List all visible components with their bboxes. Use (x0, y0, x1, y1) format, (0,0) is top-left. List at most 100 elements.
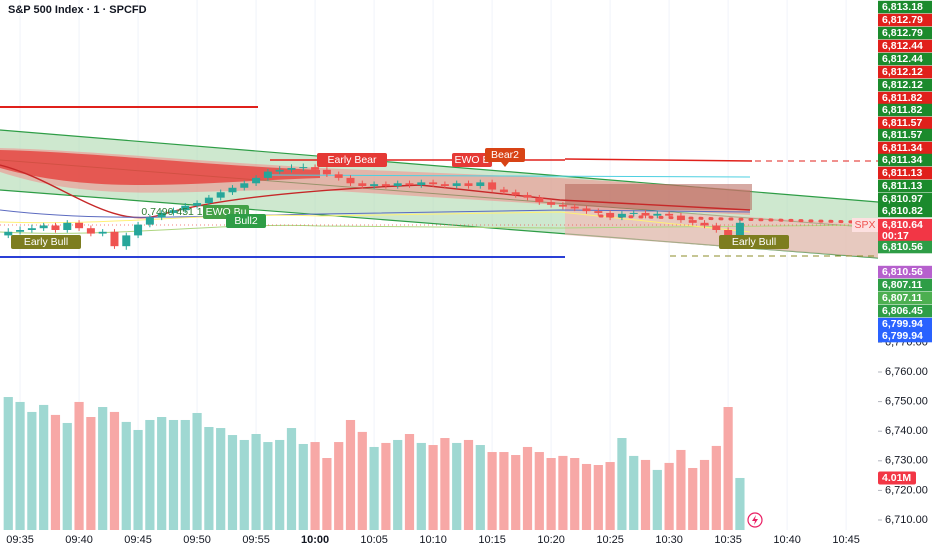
annotation-label: Early Bear (327, 154, 377, 166)
candle-body (476, 182, 485, 186)
volume-bar (475, 445, 485, 530)
band-line (0, 224, 879, 234)
price-tag (878, 128, 932, 142)
price-tag (878, 116, 932, 130)
price-tag (878, 291, 932, 305)
symbol-tag (852, 218, 878, 232)
price-tag (878, 179, 932, 193)
y2-tick-label: 6,730.00 (885, 455, 928, 467)
annotation-box (11, 235, 81, 249)
candle-body (464, 183, 473, 186)
candle-body (547, 202, 556, 205)
price-tag (878, 26, 932, 40)
price-tag (878, 65, 932, 79)
volume-bar (239, 439, 249, 530)
icon-bolt[interactable] (752, 515, 758, 525)
y2-tick-label: 6,710.00 (885, 514, 928, 526)
x-tick-label: 10:20 (537, 534, 565, 546)
annotation-box (485, 148, 525, 162)
volume-tag-label: 4.01M (882, 472, 911, 484)
candle-body (417, 182, 426, 186)
candle-body (511, 192, 520, 195)
candle-body (594, 211, 603, 213)
price-tag-label: 6,810.97 (882, 193, 923, 205)
candle-body (429, 182, 438, 185)
candle-body (322, 169, 331, 175)
candle-body (700, 222, 709, 226)
x-tick-label: 10:25 (596, 534, 624, 546)
annotation-label: Early Bull (24, 236, 68, 248)
volume-bar (522, 446, 533, 530)
volume-bar (723, 407, 733, 530)
volume-bar (699, 459, 710, 530)
candle-body (299, 167, 308, 169)
x-tick-label: 09:50 (183, 534, 211, 546)
price-tag (878, 52, 932, 66)
volume-bar (227, 435, 238, 530)
volume-bar (664, 462, 674, 530)
candle-body (240, 183, 249, 188)
candle-body (641, 212, 650, 216)
candle-body (724, 230, 733, 240)
volume-bar (534, 452, 544, 530)
bear-zone (565, 184, 752, 210)
candle-body (204, 197, 213, 204)
y2-tick-label: 6,750.00 (885, 396, 928, 408)
candle-body (228, 187, 237, 193)
volume-bar (298, 443, 308, 530)
price-tag (878, 265, 932, 279)
price-tag (878, 240, 932, 254)
price-tag (878, 204, 932, 218)
volume-bar (133, 429, 143, 530)
volume-bar (357, 431, 367, 530)
annotation-box (317, 153, 387, 167)
volume-bar (98, 407, 108, 530)
price-tag-label: 6,811.13 (882, 167, 922, 179)
volume-bar (310, 442, 320, 530)
band-line (0, 211, 751, 233)
volume-bar (581, 463, 592, 530)
volume-bar (452, 442, 462, 530)
candle-body (688, 220, 697, 223)
price-tag-label: 6,807.11 (882, 279, 922, 291)
y2-tick-label: 6,740.00 (885, 425, 928, 437)
candle-body (523, 194, 532, 198)
volume-bar (86, 417, 96, 530)
candle-body (86, 228, 95, 234)
vwap-line (0, 209, 751, 218)
candle-body (617, 213, 626, 218)
volume-bar (404, 433, 415, 530)
x-tick-label: 09:45 (124, 534, 152, 546)
price-tag-label: 6,811.13 (882, 180, 922, 192)
x-tick-label: 10:10 (419, 534, 447, 546)
y2-tick-label: 6,720.00 (885, 484, 928, 496)
volume-bar (39, 404, 49, 530)
volume-pane (3, 397, 745, 530)
volume-bar (463, 439, 474, 530)
price-tag-label: 6,799.94 (882, 318, 923, 330)
price-tags: 4.01M6,813.186,812.796,812.796,812.446,8… (878, 1, 932, 485)
price-tag (878, 192, 932, 206)
volume-bar (605, 462, 615, 530)
candle-body (370, 184, 379, 186)
price-tag-label: 6,811.57 (882, 129, 922, 141)
volume-bar (50, 414, 61, 530)
price-tag (878, 278, 932, 292)
x-tick-label: 10:35 (714, 534, 742, 546)
candle-body (169, 210, 178, 213)
candle-body (381, 184, 390, 186)
candle-body (606, 212, 615, 218)
candle-body (4, 231, 13, 236)
candle-body (39, 225, 48, 229)
candle-body (440, 184, 449, 186)
candle-body (181, 205, 190, 211)
annotation-label: Bull2 (234, 215, 258, 227)
price-tag (878, 13, 932, 27)
volume-bar (440, 438, 450, 530)
replay-icon[interactable] (747, 512, 763, 528)
price-tag-label: 6,811.82 (882, 104, 922, 116)
volume-bar (322, 457, 332, 530)
time-axis: 09:35 09:40 09:45 09:50 09:55 10:00 10:05 10:10… (6, 534, 860, 546)
